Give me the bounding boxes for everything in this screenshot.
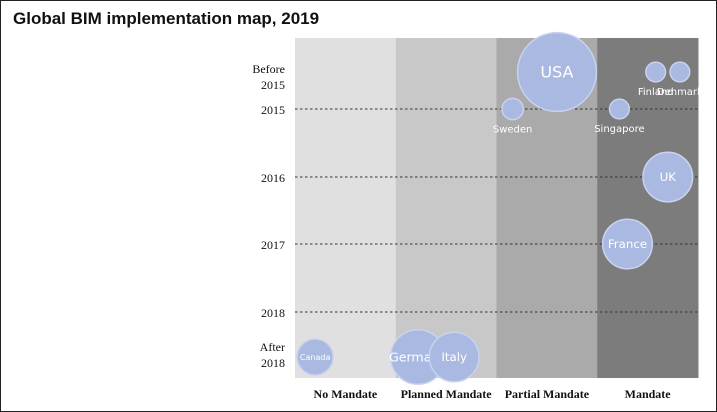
x-tick-label-no-mandate: No Mandate bbox=[314, 387, 378, 401]
y-tick-label-after-2018: After bbox=[260, 340, 285, 354]
column-planned-mandate bbox=[395, 38, 497, 378]
column-no-mandate bbox=[295, 38, 397, 378]
bubble-singapore bbox=[608, 98, 631, 120]
x-tick-label-planned-mandate: Planned Mandate bbox=[401, 387, 493, 401]
y-tick-label-before-2015: 2015 bbox=[261, 78, 285, 92]
x-tick-label-mandate: Mandate bbox=[625, 387, 672, 401]
y-tick-label-2016: 2016 bbox=[261, 171, 285, 185]
bubble-canada bbox=[296, 338, 334, 376]
y-tick-label-2017: 2017 bbox=[261, 238, 285, 252]
bubble-label-finland: Finland bbox=[638, 87, 674, 98]
bubble-label-france: France bbox=[608, 237, 647, 251]
bubble-label-singapore: Singapore bbox=[594, 124, 644, 135]
bubble-label-italy: Italy bbox=[441, 350, 467, 364]
x-tick-label-partial-mandate: Partial Mandate bbox=[505, 387, 590, 401]
bubble-label-usa: USA bbox=[540, 63, 573, 82]
chart-title: Global BIM implementation map, 2019 bbox=[13, 9, 320, 28]
bubble-label-uk: UK bbox=[660, 170, 677, 184]
bubble-label-canada: Canada bbox=[300, 353, 331, 362]
bubble-italy bbox=[428, 331, 480, 383]
bubble-sweden bbox=[501, 97, 525, 121]
bubble-label-denmark: Denmark bbox=[657, 87, 703, 98]
y-tick-label-before-2015: Before bbox=[252, 62, 285, 76]
bubble-finland bbox=[645, 61, 667, 83]
y-tick-label-2015: 2015 bbox=[261, 103, 285, 117]
bubble-france bbox=[601, 218, 654, 270]
bubble-denmark bbox=[669, 61, 691, 83]
y-tick-label-after-2018: 2018 bbox=[261, 356, 285, 370]
bubble-uk bbox=[642, 151, 694, 203]
bubble-label-sweden: Sweden bbox=[493, 125, 533, 136]
y-tick-label-2018: 2018 bbox=[261, 306, 285, 320]
bubble-usa bbox=[516, 31, 598, 113]
column-mandate bbox=[597, 38, 699, 378]
